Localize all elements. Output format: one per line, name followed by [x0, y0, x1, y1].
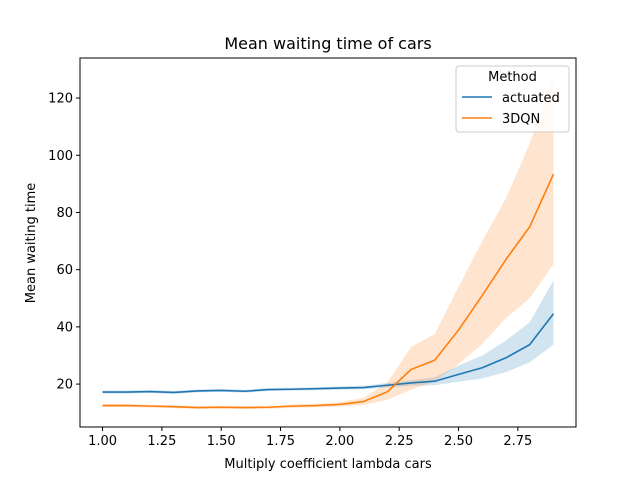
x-tick-label: 1.50	[207, 434, 236, 449]
plot-area-frame	[79, 57, 577, 428]
x-tick-label: 1.75	[266, 434, 295, 449]
chart-title: Mean waiting time of cars	[224, 34, 431, 53]
x-tick-label: 1.00	[88, 434, 117, 449]
y-tick-label: 80	[56, 206, 73, 221]
y-axis-title: Mean waiting time	[24, 183, 39, 303]
legend-label-3dqn: 3DQN	[502, 112, 540, 127]
x-axis-title: Multiply coefficient lambda cars	[224, 457, 432, 472]
x-axis-ticks: 1.00 1.25 1.50 1.75 2.00 2.25 2.50 2.75	[88, 427, 532, 449]
x-tick-label: 2.50	[444, 434, 473, 449]
y-axis-ticks: 20 40 60 80 100 120	[48, 92, 80, 393]
series-line-3dqn	[102, 173, 555, 409]
x-tick-label: 2.00	[325, 434, 354, 449]
y-tick-label: 40	[56, 320, 73, 335]
x-tick-label: 2.75	[503, 434, 532, 449]
legend: Method actuated 3DQN	[455, 65, 570, 133]
x-tick-label: 2.25	[385, 434, 414, 449]
series-line-actuated	[102, 313, 555, 394]
y-tick-label: 20	[56, 378, 73, 393]
legend-box	[455, 65, 570, 133]
ci-band-3dqn	[102, 75, 554, 409]
x-tick-label: 1.25	[147, 434, 176, 449]
legend-title: Method	[488, 70, 537, 85]
legend-label-actuated: actuated	[502, 91, 560, 106]
y-tick-label: 60	[56, 263, 73, 278]
y-tick-label: 120	[48, 92, 73, 107]
confidence-bands	[102, 75, 554, 409]
y-tick-label: 100	[48, 149, 73, 164]
series-lines	[102, 173, 555, 409]
